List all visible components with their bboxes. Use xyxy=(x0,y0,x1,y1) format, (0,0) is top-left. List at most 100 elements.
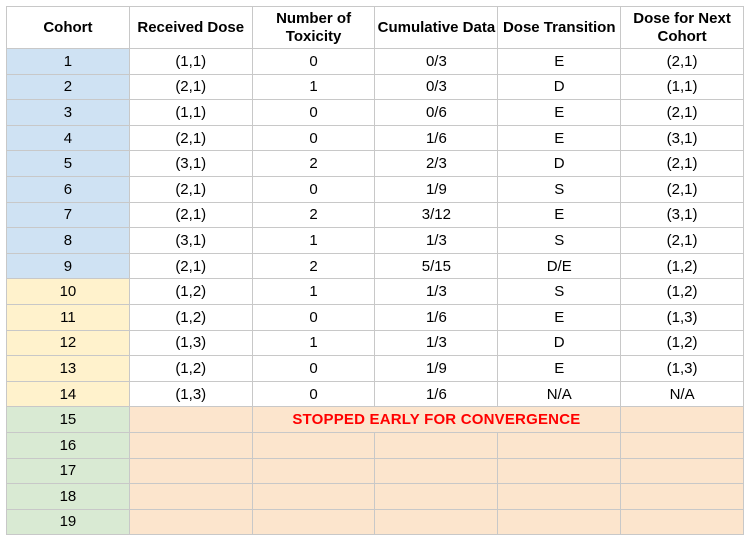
transition-cell: E xyxy=(497,99,622,126)
table-row: 13 (1,2) 0 1/9 E (1,3) xyxy=(6,355,744,382)
empty-cell xyxy=(128,431,253,459)
cumulative-cell: 1/3 xyxy=(374,329,499,357)
toxicity-cell: 0 xyxy=(251,124,376,152)
cohort-cell: 11 xyxy=(6,303,130,331)
cumulative-cell: 2/3 xyxy=(374,150,499,177)
empty-cell xyxy=(620,457,744,485)
received-dose-cell: (2,1) xyxy=(128,124,253,152)
empty-cell xyxy=(374,457,499,485)
received-dose-cell: (1,2) xyxy=(128,355,253,382)
transition-cell: S xyxy=(497,175,622,203)
cohort-cell: 2 xyxy=(6,73,130,101)
toxicity-cell: 1 xyxy=(251,329,376,357)
next-dose-cell: (2,1) xyxy=(620,175,744,203)
empty-cell xyxy=(497,431,622,459)
table-row: 5 (3,1) 2 2/3 D (2,1) xyxy=(6,150,744,177)
table-row: 9 (2,1) 2 5/15 D/E (1,2) xyxy=(6,252,744,280)
toxicity-cell: 1 xyxy=(251,73,376,101)
received-dose-cell: (1,3) xyxy=(128,380,253,408)
empty-cell xyxy=(374,508,499,536)
received-dose-cell: (1,1) xyxy=(128,48,253,75)
cumulative-cell: 1/6 xyxy=(374,124,499,152)
empty-cell xyxy=(251,508,376,536)
cumulative-cell: 1/3 xyxy=(374,227,499,254)
toxicity-cell: 0 xyxy=(251,99,376,126)
empty-cell xyxy=(128,457,253,485)
next-dose-cell: (3,1) xyxy=(620,201,744,229)
cumulative-cell: 1/6 xyxy=(374,380,499,408)
toxicity-cell: 2 xyxy=(251,150,376,177)
stopped-early-banner: STOPPED EARLY FOR CONVERGENCE xyxy=(251,406,622,433)
table-row: 2 (2,1) 1 0/3 D (1,1) xyxy=(6,73,744,101)
cohort-cell: 18 xyxy=(6,483,130,510)
cohort-cell: 10 xyxy=(6,278,130,305)
cumulative-cell: 0/3 xyxy=(374,73,499,101)
received-dose-cell: (2,1) xyxy=(128,252,253,280)
cohort-cell: 1 xyxy=(6,48,130,75)
cumulative-cell: 1/9 xyxy=(374,355,499,382)
next-dose-cell: (3,1) xyxy=(620,124,744,152)
table-row: 10 (1,2) 1 1/3 S (1,2) xyxy=(6,278,744,305)
cohort-cell: 6 xyxy=(6,175,130,203)
empty-cell xyxy=(374,431,499,459)
empty-cell xyxy=(620,406,744,433)
empty-cell xyxy=(497,508,622,536)
toxicity-cell: 2 xyxy=(251,201,376,229)
toxicity-cell: 0 xyxy=(251,48,376,75)
cumulative-cell: 1/6 xyxy=(374,303,499,331)
received-dose-cell: (2,1) xyxy=(128,175,253,203)
toxicity-cell: 0 xyxy=(251,303,376,331)
cohort-cell: 15 xyxy=(6,406,130,433)
cumulative-cell: 3/12 xyxy=(374,201,499,229)
transition-cell: E xyxy=(497,303,622,331)
transition-cell: S xyxy=(497,278,622,305)
received-dose-cell: (2,1) xyxy=(128,201,253,229)
empty-cell xyxy=(251,431,376,459)
cohort-cell: 3 xyxy=(6,99,130,126)
table-row: 1 (1,1) 0 0/3 E (2,1) xyxy=(6,48,744,75)
cohort-cell: 19 xyxy=(6,508,130,536)
empty-cell xyxy=(620,508,744,536)
table-row: 6 (2,1) 0 1/9 S (2,1) xyxy=(6,175,744,203)
cohort-cell: 8 xyxy=(6,227,130,254)
cohort-cell: 16 xyxy=(6,431,130,459)
cohort-cell: 9 xyxy=(6,252,130,280)
table-row: 7 (2,1) 2 3/12 E (3,1) xyxy=(6,201,744,229)
header-number-of-toxicity: Number of Toxicity xyxy=(251,6,376,49)
empty-cell xyxy=(374,483,499,510)
transition-cell: E xyxy=(497,48,622,75)
toxicity-cell: 1 xyxy=(251,278,376,305)
next-dose-cell: (1,2) xyxy=(620,329,744,357)
cumulative-cell: 1/3 xyxy=(374,278,499,305)
empty-cell xyxy=(620,431,744,459)
table-row: 14 (1,3) 0 1/6 N/A N/A xyxy=(6,380,744,408)
cohort-table: Cohort Received Dose Number of Toxicity … xyxy=(6,6,744,536)
table-row: 12 (1,3) 1 1/3 D (1,2) xyxy=(6,329,744,357)
transition-cell: S xyxy=(497,227,622,254)
header-dose-next-cohort: Dose for Next Cohort xyxy=(620,6,744,49)
table-row: 8 (3,1) 1 1/3 S (2,1) xyxy=(6,227,744,254)
transition-cell: D xyxy=(497,150,622,177)
cohort-cell: 17 xyxy=(6,457,130,485)
empty-cell xyxy=(620,483,744,510)
table-row: 3 (1,1) 0 0/6 E (2,1) xyxy=(6,99,744,126)
cohort-cell: 4 xyxy=(6,124,130,152)
empty-cell xyxy=(497,457,622,485)
received-dose-cell: (1,3) xyxy=(128,329,253,357)
cohort-cell: 12 xyxy=(6,329,130,357)
next-dose-cell: (1,2) xyxy=(620,252,744,280)
next-dose-cell: (2,1) xyxy=(620,48,744,75)
toxicity-cell: 1 xyxy=(251,227,376,254)
transition-cell: D/E xyxy=(497,252,622,280)
empty-cell xyxy=(128,483,253,510)
next-dose-cell: (1,2) xyxy=(620,278,744,305)
cumulative-cell: 5/15 xyxy=(374,252,499,280)
stopped-row: 15 STOPPED EARLY FOR CONVERGENCE xyxy=(6,406,744,433)
next-dose-cell: (1,1) xyxy=(620,73,744,101)
stopped-row: 19 xyxy=(6,508,744,536)
empty-cell xyxy=(497,483,622,510)
received-dose-cell: (1,2) xyxy=(128,278,253,305)
header-cohort: Cohort xyxy=(6,6,130,49)
cohort-cell: 7 xyxy=(6,201,130,229)
header-received-dose: Received Dose xyxy=(128,6,253,49)
